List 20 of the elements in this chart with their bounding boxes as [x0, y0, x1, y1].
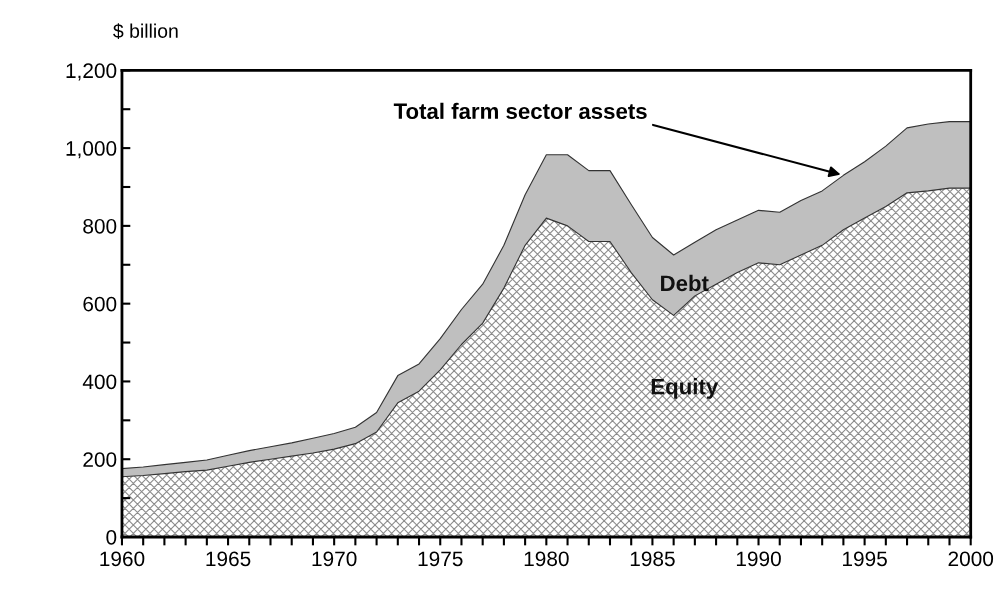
y-tick-label: 400	[82, 374, 117, 390]
x-tick-label: 1970	[312, 551, 357, 567]
x-tick-label: 1980	[524, 551, 569, 567]
x-tick-label: 1985	[630, 551, 675, 567]
series-label: Equity	[651, 378, 719, 399]
x-tick-label: 1990	[736, 551, 781, 567]
y-tick-label: 1,000	[66, 141, 117, 159]
y-tick-label: 0	[106, 530, 117, 545]
y-tick-label: 600	[83, 296, 117, 312]
x-tick-label: 1960	[100, 551, 145, 567]
y-tick-label: 200	[83, 452, 117, 467]
x-tick-label: 1975	[418, 551, 463, 567]
y-axis-title: $ billion	[113, 23, 178, 40]
annotation: Total farm sector assets	[393, 102, 647, 120]
x-tick-label: 1995	[843, 551, 887, 567]
x-tick-label: 1965	[206, 551, 251, 567]
y-tick-label: 800	[83, 218, 117, 234]
x-tick-label: 2000	[948, 551, 994, 567]
series-label: Debt	[661, 274, 709, 292]
y-tick-label: 1,200	[66, 63, 117, 81]
